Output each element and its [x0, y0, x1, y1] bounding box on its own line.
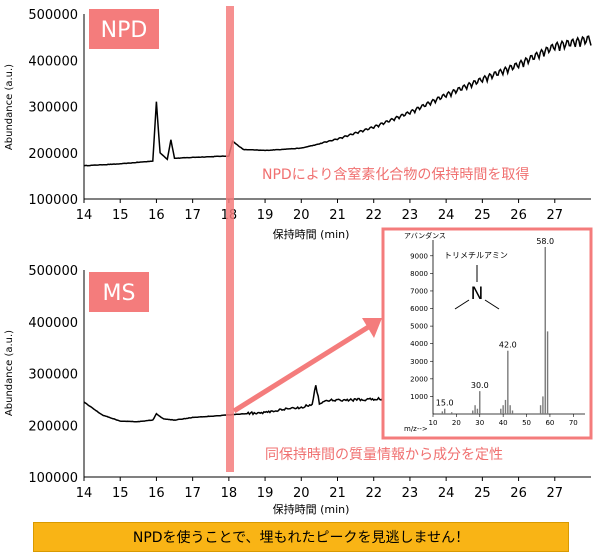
x-tick-label: 17	[184, 208, 201, 223]
x-tick-label: 22	[365, 208, 382, 223]
y-tick-label: 500000	[28, 264, 78, 279]
inset-peak-labels: 15.0 30.0 42.0 58.0	[436, 237, 554, 408]
inset-y-tick-label: 5000	[410, 323, 428, 331]
inset-peak-label: 30.0	[471, 381, 489, 390]
compound-name: トリメチルアミン	[444, 251, 508, 260]
inset-x-tick-label: 20	[452, 419, 461, 427]
inset-y-tick-label: 3000	[410, 358, 428, 366]
x-tick-label: 22	[365, 486, 382, 501]
inset-bars	[441, 247, 549, 414]
inset-peak-label: 42.0	[499, 341, 517, 350]
y-tick-label: 100000	[28, 471, 78, 486]
x-tick-label: 25	[474, 486, 491, 501]
npd-y-label: Abundance (a.u.)	[4, 64, 15, 150]
footer-banner: NPDを使うことで、埋もれたピークを見逃しません！	[33, 522, 569, 552]
y-tick-label: 300000	[28, 101, 78, 116]
inset-y-tick-label: 9000	[410, 252, 428, 260]
ms-annotation: 同保持時間の質量情報から成分を定性	[265, 447, 503, 463]
npd-tag-label: NPD	[101, 18, 148, 43]
x-tick-label: 20	[293, 486, 310, 501]
inset-x-tick-label: 70	[569, 419, 578, 427]
inset-y-tick-label: 6000	[410, 305, 428, 313]
x-tick-label: 26	[510, 208, 527, 223]
ms-tag-label: MS	[103, 281, 136, 306]
x-tick-label: 24	[438, 208, 455, 223]
npd-tag	[89, 9, 159, 49]
inset-peak-label: 15.0	[436, 399, 454, 408]
x-tick-label: 17	[184, 486, 201, 501]
inset-x-tick-label: 50	[522, 419, 531, 427]
npd-series-line	[83, 35, 592, 167]
x-tick-label: 24	[438, 486, 455, 501]
x-tick-label: 21	[329, 208, 346, 223]
inset-y-ticks: 1000 2000 3000 4000 5000 6000 7000 8000 9000	[410, 252, 433, 401]
npd-y-ticks: 100000 200000 300000 400000 500000	[28, 8, 78, 208]
ms-y-label: Abundance (a.u.)	[4, 330, 15, 416]
inset-x-tick-label: 10	[429, 419, 438, 427]
inset-x-tick-label: 60	[545, 419, 554, 427]
x-tick-label: 15	[112, 486, 129, 501]
structure-nitrogen: N	[471, 284, 484, 304]
x-tick-label: 27	[547, 208, 564, 223]
inset-y-tick-label: 4000	[410, 340, 428, 348]
x-tick-label: 14	[76, 486, 93, 501]
mass-spectrum-inset: アバンダンス m/z--> 1000 2000 3000 4000 5000 6000 70…	[381, 227, 593, 440]
callout-arrow-line	[232, 323, 372, 414]
x-tick-label: 20	[293, 208, 310, 223]
x-tick-label: 18	[221, 486, 238, 501]
inset-x-ticks: 10 20 30 40 50 60 70	[429, 414, 578, 427]
inset-x-tick-label: 40	[499, 419, 508, 427]
x-tick-label: 25	[474, 208, 491, 223]
inset-y-tick-label: 7000	[410, 287, 428, 295]
inset-x-tick-label: 30	[475, 419, 484, 427]
x-tick-label: 27	[547, 486, 564, 501]
structure-bond-right	[484, 299, 500, 310]
y-tick-label: 400000	[28, 54, 78, 69]
y-tick-label: 400000	[28, 316, 78, 331]
npd-x-label: 保持時間 (min)	[273, 227, 350, 241]
x-tick-label: 16	[148, 486, 165, 501]
inset-peak-label: 58.0	[536, 237, 554, 246]
x-tick-label: 14	[76, 208, 93, 223]
npd-panel: 100000 200000 300000 400000 500000 14 15 16 17 1…	[4, 8, 592, 241]
ms-tag	[89, 272, 149, 312]
x-tick-label: 23	[402, 208, 419, 223]
x-tick-label: 19	[257, 486, 274, 501]
y-tick-label: 200000	[28, 147, 78, 162]
retention-time-band	[226, 6, 234, 472]
x-tick-label: 19	[257, 208, 274, 223]
x-tick-label: 23	[402, 486, 419, 501]
inset-y-label: アバンダンス	[404, 231, 446, 240]
inset-y-tick-label: 8000	[410, 270, 428, 278]
y-tick-label: 300000	[28, 368, 78, 383]
y-tick-label: 100000	[28, 193, 78, 208]
npd-annotation: NPDにより含窒素化合物の保持時間を取得	[262, 166, 529, 183]
y-tick-label: 200000	[28, 419, 78, 434]
inset-y-tick-label: 1000	[410, 393, 428, 401]
x-tick-label: 15	[112, 208, 129, 223]
ms-y-ticks: 100000 200000 300000 400000 500000	[28, 264, 78, 486]
ms-x-ticks: 14 15 16 17 18 19 20 21 22 23 24 25 26 27	[76, 477, 563, 501]
y-tick-label: 500000	[28, 8, 78, 23]
inset-frame	[381, 227, 593, 440]
x-tick-label: 26	[510, 486, 527, 501]
ms-series-line	[83, 385, 385, 423]
inset-x-label: m/z-->	[404, 425, 428, 433]
x-tick-label: 21	[329, 486, 346, 501]
structure-bond-left	[454, 299, 470, 310]
inset-y-tick-label: 2000	[410, 375, 428, 383]
callout-arrow-head	[362, 318, 382, 338]
x-tick-label: 16	[148, 208, 165, 223]
ms-x-label: 保持時間 (min)	[273, 502, 350, 516]
